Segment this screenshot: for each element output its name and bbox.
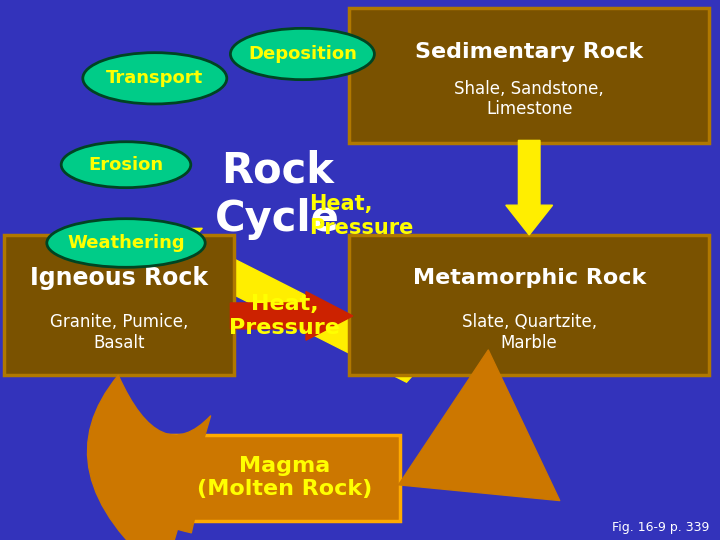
FancyBboxPatch shape — [169, 435, 400, 521]
FancyBboxPatch shape — [349, 235, 709, 375]
Text: Metamorphic Rock: Metamorphic Rock — [413, 268, 646, 288]
Text: Magma
(Molten Rock): Magma (Molten Rock) — [197, 456, 372, 500]
Text: Weathering: Weathering — [67, 234, 185, 252]
Ellipse shape — [230, 28, 374, 79]
Text: Shale, Sandstone,
Limestone: Shale, Sandstone, Limestone — [454, 79, 604, 118]
Polygon shape — [140, 228, 428, 382]
Text: Deposition: Deposition — [248, 45, 357, 63]
Text: Rock
Cycle: Rock Cycle — [215, 149, 340, 240]
Text: Transport: Transport — [106, 69, 204, 87]
Text: Fig. 16-9 p. 339: Fig. 16-9 p. 339 — [612, 521, 709, 534]
Ellipse shape — [83, 53, 227, 104]
Text: Granite, Pumice,
Basalt: Granite, Pumice, Basalt — [50, 313, 188, 352]
FancyBboxPatch shape — [349, 8, 709, 143]
Polygon shape — [505, 140, 553, 235]
Text: Slate, Quartzite,
Marble: Slate, Quartzite, Marble — [462, 313, 597, 352]
Polygon shape — [230, 292, 353, 340]
Text: Erosion: Erosion — [89, 156, 163, 174]
FancyBboxPatch shape — [4, 235, 234, 375]
Ellipse shape — [61, 142, 191, 188]
Ellipse shape — [47, 219, 205, 267]
Text: Heat,
Pressure: Heat, Pressure — [310, 194, 414, 238]
Text: Sedimentary Rock: Sedimentary Rock — [415, 42, 643, 62]
Text: Heat,
Pressure: Heat, Pressure — [229, 294, 340, 338]
Text: Igneous Rock: Igneous Rock — [30, 266, 208, 290]
